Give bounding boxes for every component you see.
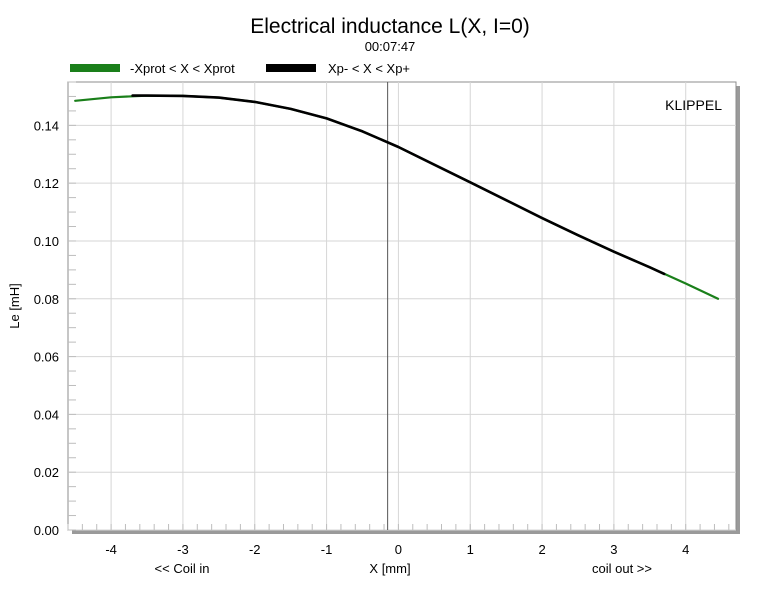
legend-label-xprot: -Xprot < X < Xprot	[130, 61, 235, 76]
x-axis-label-coil-out: coil out >>	[592, 561, 652, 576]
series-layer	[74, 94, 720, 300]
x-axis-label-coil-in: << Coil in	[155, 561, 210, 576]
x-tick-label: 2	[538, 542, 545, 557]
y-axis-label: Le [mH]	[7, 283, 22, 329]
y-tick-labels: 0.00 0.02 0.04 0.06 0.08 0.10 0.12 0.14	[34, 118, 59, 538]
y-tick-label: 0.06	[34, 350, 59, 365]
chart-subtitle: 00:07:47	[365, 39, 416, 54]
x-tick-label: -3	[177, 542, 189, 557]
legend-swatch-green	[70, 64, 120, 72]
series-line-2	[131, 94, 666, 276]
y-tick-label: 0.00	[34, 523, 59, 538]
y-tick-label: 0.10	[34, 234, 59, 249]
x-tick-label: -2	[249, 542, 261, 557]
legend-swatch-black	[266, 64, 316, 72]
x-tick-label: -4	[105, 542, 117, 557]
y-tick-label: 0.14	[34, 118, 59, 133]
y-tick-label: 0.08	[34, 292, 59, 307]
minor-ticks	[67, 81, 730, 531]
x-tick-label: 0	[395, 542, 402, 557]
x-tick-label: 1	[467, 542, 474, 557]
chart-title: Electrical inductance L(X, I=0)	[250, 15, 530, 38]
x-tick-labels: -4 -3 -2 -1 0 1 2 3 4	[105, 542, 689, 557]
x-tick-label: 3	[610, 542, 617, 557]
grid	[68, 82, 736, 531]
y-tick-label: 0.12	[34, 176, 59, 191]
klippel-watermark: KLIPPEL	[665, 97, 722, 113]
x-axis-label: X [mm]	[369, 561, 410, 576]
legend-label-xp: Xp- < X < Xp+	[328, 61, 410, 76]
y-tick-label: 0.04	[34, 407, 59, 422]
x-tick-label: 4	[682, 542, 689, 557]
y-tick-label: 0.02	[34, 465, 59, 480]
plot-area	[67, 81, 737, 531]
x-tick-label: -1	[321, 542, 333, 557]
